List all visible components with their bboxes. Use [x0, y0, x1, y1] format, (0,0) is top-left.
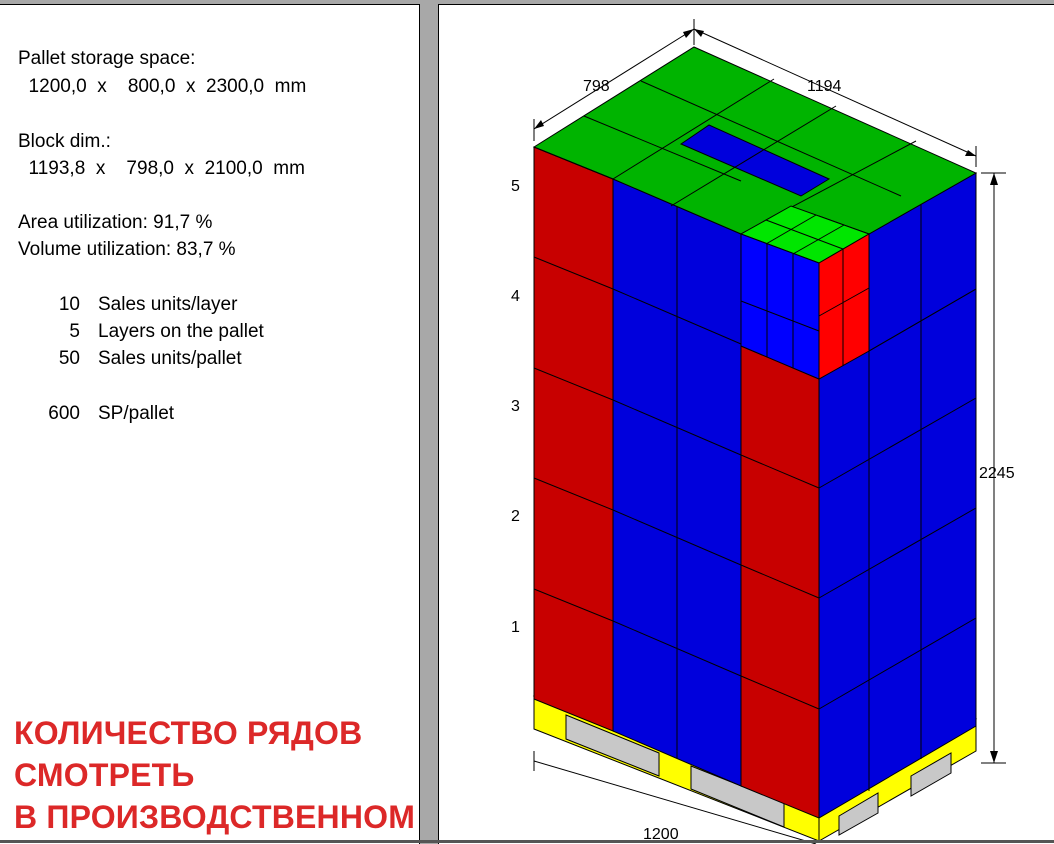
stat-label: Sales units/pallet — [98, 348, 242, 369]
pallet-diagram-panel: 798 1194 2245 1200 5 4 3 2 1 — [438, 4, 1054, 844]
pallet-gap — [838, 792, 879, 836]
overlay-line: В ПРОИЗВОДСТВЕННОМ — [14, 799, 416, 835]
height-dimension: 2245 — [979, 465, 1015, 482]
layer-label: 4 — [511, 288, 520, 305]
depth-dimension: 798 — [583, 78, 610, 95]
sp-value: 600 — [48, 403, 80, 424]
storage-label: Pallet storage space: — [18, 48, 196, 69]
sp-label: SP/pallet — [98, 403, 175, 424]
stat-value: 5 — [69, 321, 80, 342]
storage-dims: 1200,0 x 800,0 x 2300,0 mm — [18, 76, 307, 97]
front-left-face — [533, 146, 614, 732]
volume-utilization: Volume utilization: 83,7 % — [18, 239, 236, 260]
block-dims: 1193,8 x 798,0 x 2100,0 mm — [18, 158, 305, 179]
width-dimension: 1194 — [807, 78, 842, 95]
area-utilization: Area utilization: 91,7 % — [18, 212, 213, 233]
layer-label: 2 — [511, 508, 520, 525]
layer-label: 5 — [511, 178, 520, 195]
block-label: Block dim.: — [18, 131, 111, 152]
stat-label: Sales units/layer — [98, 294, 238, 315]
stat-value: 10 — [58, 294, 80, 315]
bottom-border — [0, 840, 1054, 843]
pallet-gap — [565, 714, 660, 777]
stat-label: Layers on the pallet — [98, 321, 264, 342]
overlay-caption: КОЛИЧЕСТВО РЯДОВ СМОТРЕТЬ В ПРОИЗВОДСТВЕНН… — [14, 712, 415, 838]
pallet-diagram: 798 1194 2245 1200 5 4 3 2 1 — [511, 19, 1015, 844]
top-gap — [679, 124, 831, 197]
pallet-length-dimension: 1200 — [643, 826, 679, 843]
pallet-gap — [910, 752, 952, 797]
layer-label: 3 — [511, 398, 520, 415]
overlay-line: СМОТРЕТЬ — [14, 757, 195, 793]
stat-value: 50 — [58, 348, 80, 369]
info-panel: Pallet storage space: 1200,0 x 800,0 x 2… — [0, 4, 420, 844]
layer-label: 1 — [511, 619, 520, 636]
overlay-line: КОЛИЧЕСТВО РЯДОВ — [14, 715, 363, 751]
